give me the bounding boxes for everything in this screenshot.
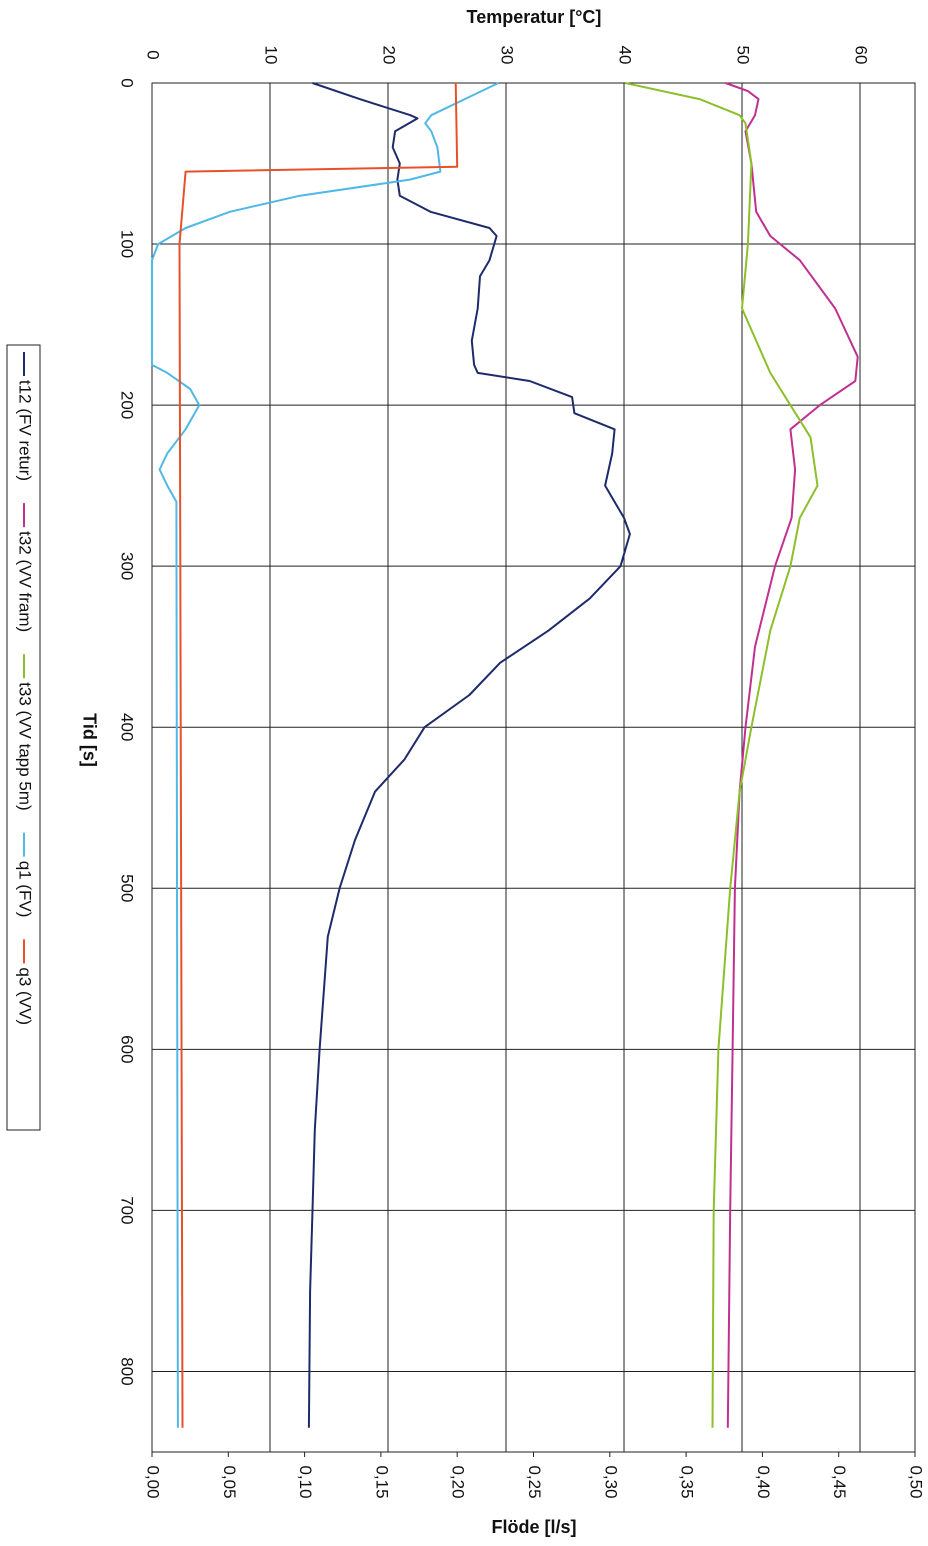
x-axis-title: Tid [s]: [79, 713, 99, 767]
y-tick-label: 40: [616, 46, 635, 65]
y-tick-label: 20: [380, 46, 399, 65]
y2-tick-label: 0,15: [372, 1465, 391, 1498]
legend: t12 (FV retur) t32 (VV fram) t33 (VV tapp …: [16, 352, 35, 1025]
chart-title: Temperatur [°C]: [467, 7, 602, 27]
x-tick-label: 600: [118, 1035, 137, 1063]
plot-area: [151, 82, 916, 1453]
y2-tick-label: 0,30: [601, 1465, 620, 1498]
legend-label: t33 (VV tapp 5m): [16, 682, 35, 811]
series-line: [624, 82, 819, 1428]
y2-tick-label: 0,10: [296, 1465, 315, 1498]
x-tick-label: 700: [118, 1196, 137, 1224]
y2-tick-label: 0,20: [449, 1465, 468, 1498]
y2-tick-label: 0,25: [525, 1465, 544, 1498]
y-tick-label: 50: [734, 46, 753, 65]
y-tick-label: 10: [262, 46, 281, 65]
x-tick-label: 500: [118, 874, 137, 902]
y2-axis-title: Flöde [l/s]: [492, 1517, 577, 1537]
y2-tick-label: 0,45: [830, 1465, 849, 1498]
legend-label: t32 (VV fram): [16, 531, 35, 632]
y2-tick-label: 0,35: [678, 1465, 697, 1498]
series-line: [178, 82, 459, 1428]
y2-tick-label: 0,00: [144, 1465, 163, 1498]
y2-tick-label: 0,40: [754, 1465, 773, 1498]
y-tick-label: 0: [144, 50, 163, 59]
x-tick-label: 800: [118, 1357, 137, 1385]
x-tick-label: 200: [118, 391, 137, 419]
legend-box: [6, 344, 41, 1131]
series-line: [151, 82, 499, 1428]
legend-label: q3 (VV): [16, 967, 35, 1025]
x-tick-label: 400: [118, 713, 137, 741]
x-tick-label: 300: [118, 552, 137, 580]
x-tick-label: 0: [118, 78, 137, 87]
y-tick-label: 60: [852, 46, 871, 65]
legend-label: q1 (FV): [16, 861, 35, 918]
y2-tick-label: 0,05: [220, 1465, 239, 1498]
x-tick-label: 100: [118, 230, 137, 258]
y-tick-label: 30: [498, 46, 517, 65]
series-line: [307, 82, 631, 1428]
y2-tick-label: 0,50: [907, 1465, 926, 1498]
legend-label: t12 (FV retur): [16, 380, 35, 481]
